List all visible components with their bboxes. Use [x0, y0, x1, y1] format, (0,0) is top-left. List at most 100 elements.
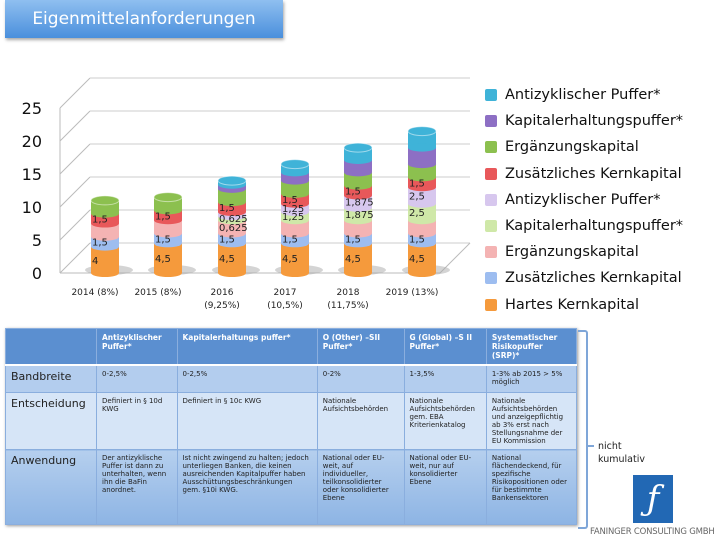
bar-segment	[408, 147, 436, 165]
row-label: Anwendung	[5, 449, 97, 525]
table-cell: 0-2,5%	[96, 364, 178, 393]
bar-segment-bottom	[344, 168, 372, 177]
data-label: 1,5	[345, 187, 361, 198]
legend-item: Antizyklischer Puffer*	[485, 82, 683, 108]
bracket-tick	[588, 445, 594, 447]
gridline-diagonal	[59, 209, 91, 241]
y-tick-label: 0	[32, 264, 42, 283]
data-label: 2,5	[409, 208, 425, 219]
bar-segment-bottom	[154, 206, 182, 215]
bar-segment-bottom	[408, 199, 436, 208]
bar-segment-bottom	[281, 216, 309, 225]
gridline-diagonal	[59, 77, 91, 109]
company-logo: ƒ	[633, 475, 673, 523]
header-cell: Systematischer Risikopuffer (SRP)*	[485, 328, 578, 366]
bar-top-cap	[343, 142, 373, 153]
legend-swatch	[485, 141, 497, 154]
table-cell: 0-2%	[316, 364, 405, 393]
legend-label: Ergänzungskapital	[505, 139, 639, 156]
bar-segment-bottom	[154, 269, 182, 277]
x-tick-label: (10,5%)	[267, 301, 303, 311]
bar-segment-bottom	[344, 269, 372, 277]
slide-title: Eigenmittelanforderungen	[5, 0, 283, 38]
bar-segment-bottom	[91, 219, 119, 228]
bar-segment	[91, 213, 119, 224]
table-cell: 1-3,5%	[403, 364, 487, 393]
legend-item: Ergänzungskapital	[485, 239, 683, 265]
legend-label: Antizyklischer Puffer*	[505, 191, 661, 208]
data-label: 4,5	[345, 254, 361, 265]
data-label: 1,875	[345, 198, 374, 209]
row-label: Bandbreite	[5, 364, 97, 393]
bar-segment	[218, 202, 246, 212]
data-label: 4	[92, 256, 98, 267]
bar-segment	[344, 243, 372, 273]
legend-swatch	[485, 272, 497, 285]
company-name: FANINGER CONSULTING GMBH	[590, 527, 715, 537]
data-label: 0,625	[219, 223, 248, 234]
bar-segment-bottom	[408, 269, 436, 277]
chart-legend: Antizyklischer Puffer* Kapitalerhaltungsp…	[485, 82, 683, 318]
data-label: 1,5	[92, 238, 108, 249]
table-cell: Nationale Aufsichtsbehörden gem. EBA Kri…	[403, 392, 487, 450]
bar-segment	[218, 233, 246, 244]
y-tick-label: 10	[22, 198, 42, 217]
data-label: 0,625	[219, 214, 248, 225]
table-cell: National flächendeckend, für spezifische…	[485, 449, 578, 525]
data-label: 1,5	[345, 234, 361, 245]
bar-segment	[154, 210, 182, 221]
bar-segment	[91, 236, 119, 247]
bar-segment-bottom	[218, 198, 246, 207]
bar-segment-bottom	[344, 155, 372, 164]
bar-segment	[281, 193, 309, 204]
bar-segment-bottom	[344, 216, 372, 225]
bar-segment	[154, 243, 182, 273]
bar-segment-bottom	[408, 183, 436, 192]
bar-segment-bottom	[154, 229, 182, 238]
table-cell: Definiert in § 10c KWG	[176, 392, 318, 450]
bar-segment	[154, 233, 182, 244]
non-cumulative-note: nicht kumulativ	[598, 441, 645, 465]
data-label: 1,25	[282, 204, 304, 215]
header-cell: G (Global) –S II Puffer*	[403, 328, 487, 366]
bar-segment-bottom	[91, 209, 119, 218]
table-cell: 0-2,5%	[176, 364, 318, 393]
x-tick-label: 2019 (13%)	[386, 288, 439, 298]
x-tick-label: (11,75%)	[327, 301, 368, 311]
table-cell: National oder EU-weit, auf individueller…	[316, 449, 405, 525]
legend-item: Kapitalerhaltungspuffer*	[485, 108, 683, 134]
bar-segment-bottom	[408, 160, 436, 169]
header-cell: O (Other) –SII Puffer*	[316, 328, 405, 366]
bar-segment-bottom	[408, 143, 436, 152]
x-tick-label: 2015 (8%)	[134, 288, 181, 298]
bar-segment	[281, 243, 309, 273]
bar-segment	[408, 233, 436, 244]
bar-segment	[91, 246, 119, 273]
legend-label: Antizyklischer Puffer*	[505, 87, 661, 104]
table-cell: 1-3% ab 2015 > 5% möglich	[485, 364, 578, 393]
bar-segment	[281, 172, 309, 181]
bar-top-cap	[153, 192, 183, 203]
legend-swatch	[485, 193, 497, 206]
table-cell: Nationale Aufsichtsbehörden	[316, 392, 405, 450]
data-label: 4,5	[409, 254, 425, 265]
data-label: 4,5	[155, 254, 171, 265]
table-row: Anwendung Der antizyklische Puffer ist d…	[5, 449, 578, 525]
table-cell: National oder EU-weit, nur auf konsolidi…	[403, 449, 487, 525]
bar-segment	[344, 233, 372, 244]
gridline-diagonal	[59, 242, 91, 274]
bar-segment-bottom	[281, 269, 309, 277]
bar-top-cap	[90, 195, 120, 206]
bar-segment-bottom	[344, 203, 372, 212]
bar-segment-bottom	[344, 181, 372, 190]
bar-segment	[281, 211, 309, 221]
legend-item: Zusätzliches Kernkapital	[485, 161, 683, 187]
bar-segment-bottom	[281, 239, 309, 248]
bar-segment-bottom	[281, 176, 309, 185]
legend-swatch	[485, 89, 497, 102]
legend-swatch	[485, 246, 497, 259]
row-label: Entscheidung	[5, 392, 97, 450]
data-label: 1,5	[219, 234, 235, 245]
bar-segment-bottom	[218, 269, 246, 277]
legend-swatch	[485, 115, 497, 128]
